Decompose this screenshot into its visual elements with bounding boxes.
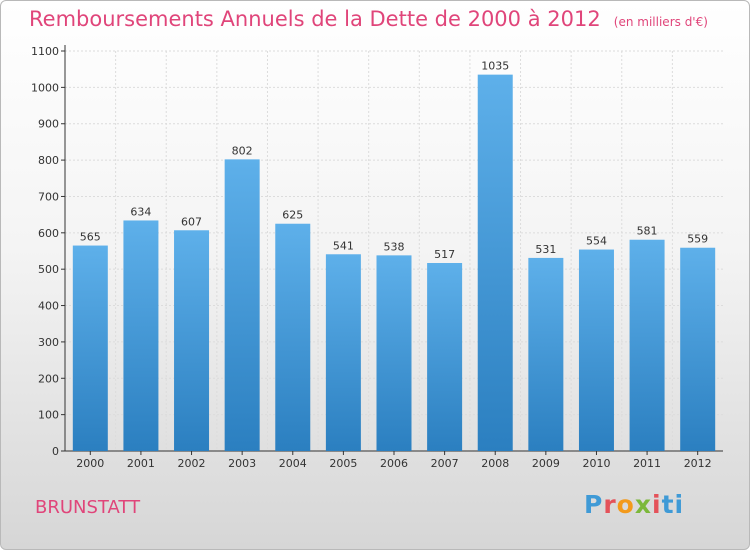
bar xyxy=(680,247,716,451)
x-tick-label: 2011 xyxy=(633,457,661,470)
data-label: 538 xyxy=(384,240,405,253)
title-row: Remboursements Annuels de la Dette de 20… xyxy=(29,7,708,31)
bar xyxy=(325,254,361,451)
x-tick-label: 2012 xyxy=(684,457,712,470)
logo-letter: P xyxy=(584,490,604,519)
x-tick-label: 2009 xyxy=(532,457,560,470)
x-tick-label: 2000 xyxy=(76,457,104,470)
bar xyxy=(123,220,159,451)
bar xyxy=(275,223,311,451)
y-tick-label: 700 xyxy=(38,190,59,203)
x-tick-label: 2007 xyxy=(431,457,459,470)
data-label: 517 xyxy=(434,248,455,261)
bar xyxy=(578,249,614,451)
data-label: 581 xyxy=(637,225,658,238)
bar xyxy=(174,230,210,451)
y-tick-label: 300 xyxy=(38,336,59,349)
bar xyxy=(528,257,564,451)
bar xyxy=(477,74,513,452)
bar xyxy=(427,263,463,451)
y-tick-label: 1000 xyxy=(31,81,59,94)
data-label: 559 xyxy=(687,233,708,246)
x-tick-label: 2008 xyxy=(481,457,509,470)
data-label: 531 xyxy=(535,243,556,256)
data-label: 565 xyxy=(80,231,101,244)
data-label: 607 xyxy=(181,215,202,228)
logo-letter: x xyxy=(634,490,652,519)
y-tick-label: 500 xyxy=(38,263,59,276)
proxiti-logo: Proxiti xyxy=(584,490,684,519)
labels: 0 100 200 300 400 500 600 700 800 900 1000 1100 565 2… xyxy=(31,45,712,470)
data-label: 634 xyxy=(130,205,151,218)
x-tick-label: 2010 xyxy=(582,457,610,470)
x-tick-label: 2005 xyxy=(329,457,357,470)
data-label: 541 xyxy=(333,239,354,252)
y-tick-label: 0 xyxy=(52,445,59,458)
chart-title: Remboursements Annuels de la Dette de 20… xyxy=(29,7,601,31)
y-tick-label: 400 xyxy=(38,300,59,313)
y-tick-label: 600 xyxy=(38,227,59,240)
x-tick-label: 2006 xyxy=(380,457,408,470)
y-tick-label: 900 xyxy=(38,118,59,131)
chart-subtitle: (en milliers d'€) xyxy=(613,15,708,29)
logo-letter: t xyxy=(661,490,675,519)
logo-letter: r xyxy=(603,490,617,519)
town-name: BRUNSTATT xyxy=(35,497,141,518)
data-label: 625 xyxy=(282,209,303,222)
y-tick-label: 1100 xyxy=(31,45,59,58)
bar xyxy=(376,255,412,451)
logo-letter: i xyxy=(652,490,662,519)
bars xyxy=(72,74,716,452)
y-tick-label: 100 xyxy=(38,409,59,422)
x-tick-label: 2001 xyxy=(127,457,155,470)
data-label: 554 xyxy=(586,235,607,248)
x-tick-label: 2002 xyxy=(178,457,206,470)
y-tick-label: 800 xyxy=(38,154,59,167)
data-label: 1035 xyxy=(481,60,509,73)
y-tick-label: 200 xyxy=(38,372,59,385)
bar xyxy=(72,245,108,451)
logo-letter: o xyxy=(616,490,635,519)
x-tick-label: 2003 xyxy=(228,457,256,470)
bar xyxy=(629,239,665,451)
bar xyxy=(224,159,260,451)
logo-letter: i xyxy=(674,490,685,519)
data-label: 802 xyxy=(232,144,253,157)
x-tick-label: 2004 xyxy=(279,457,307,470)
